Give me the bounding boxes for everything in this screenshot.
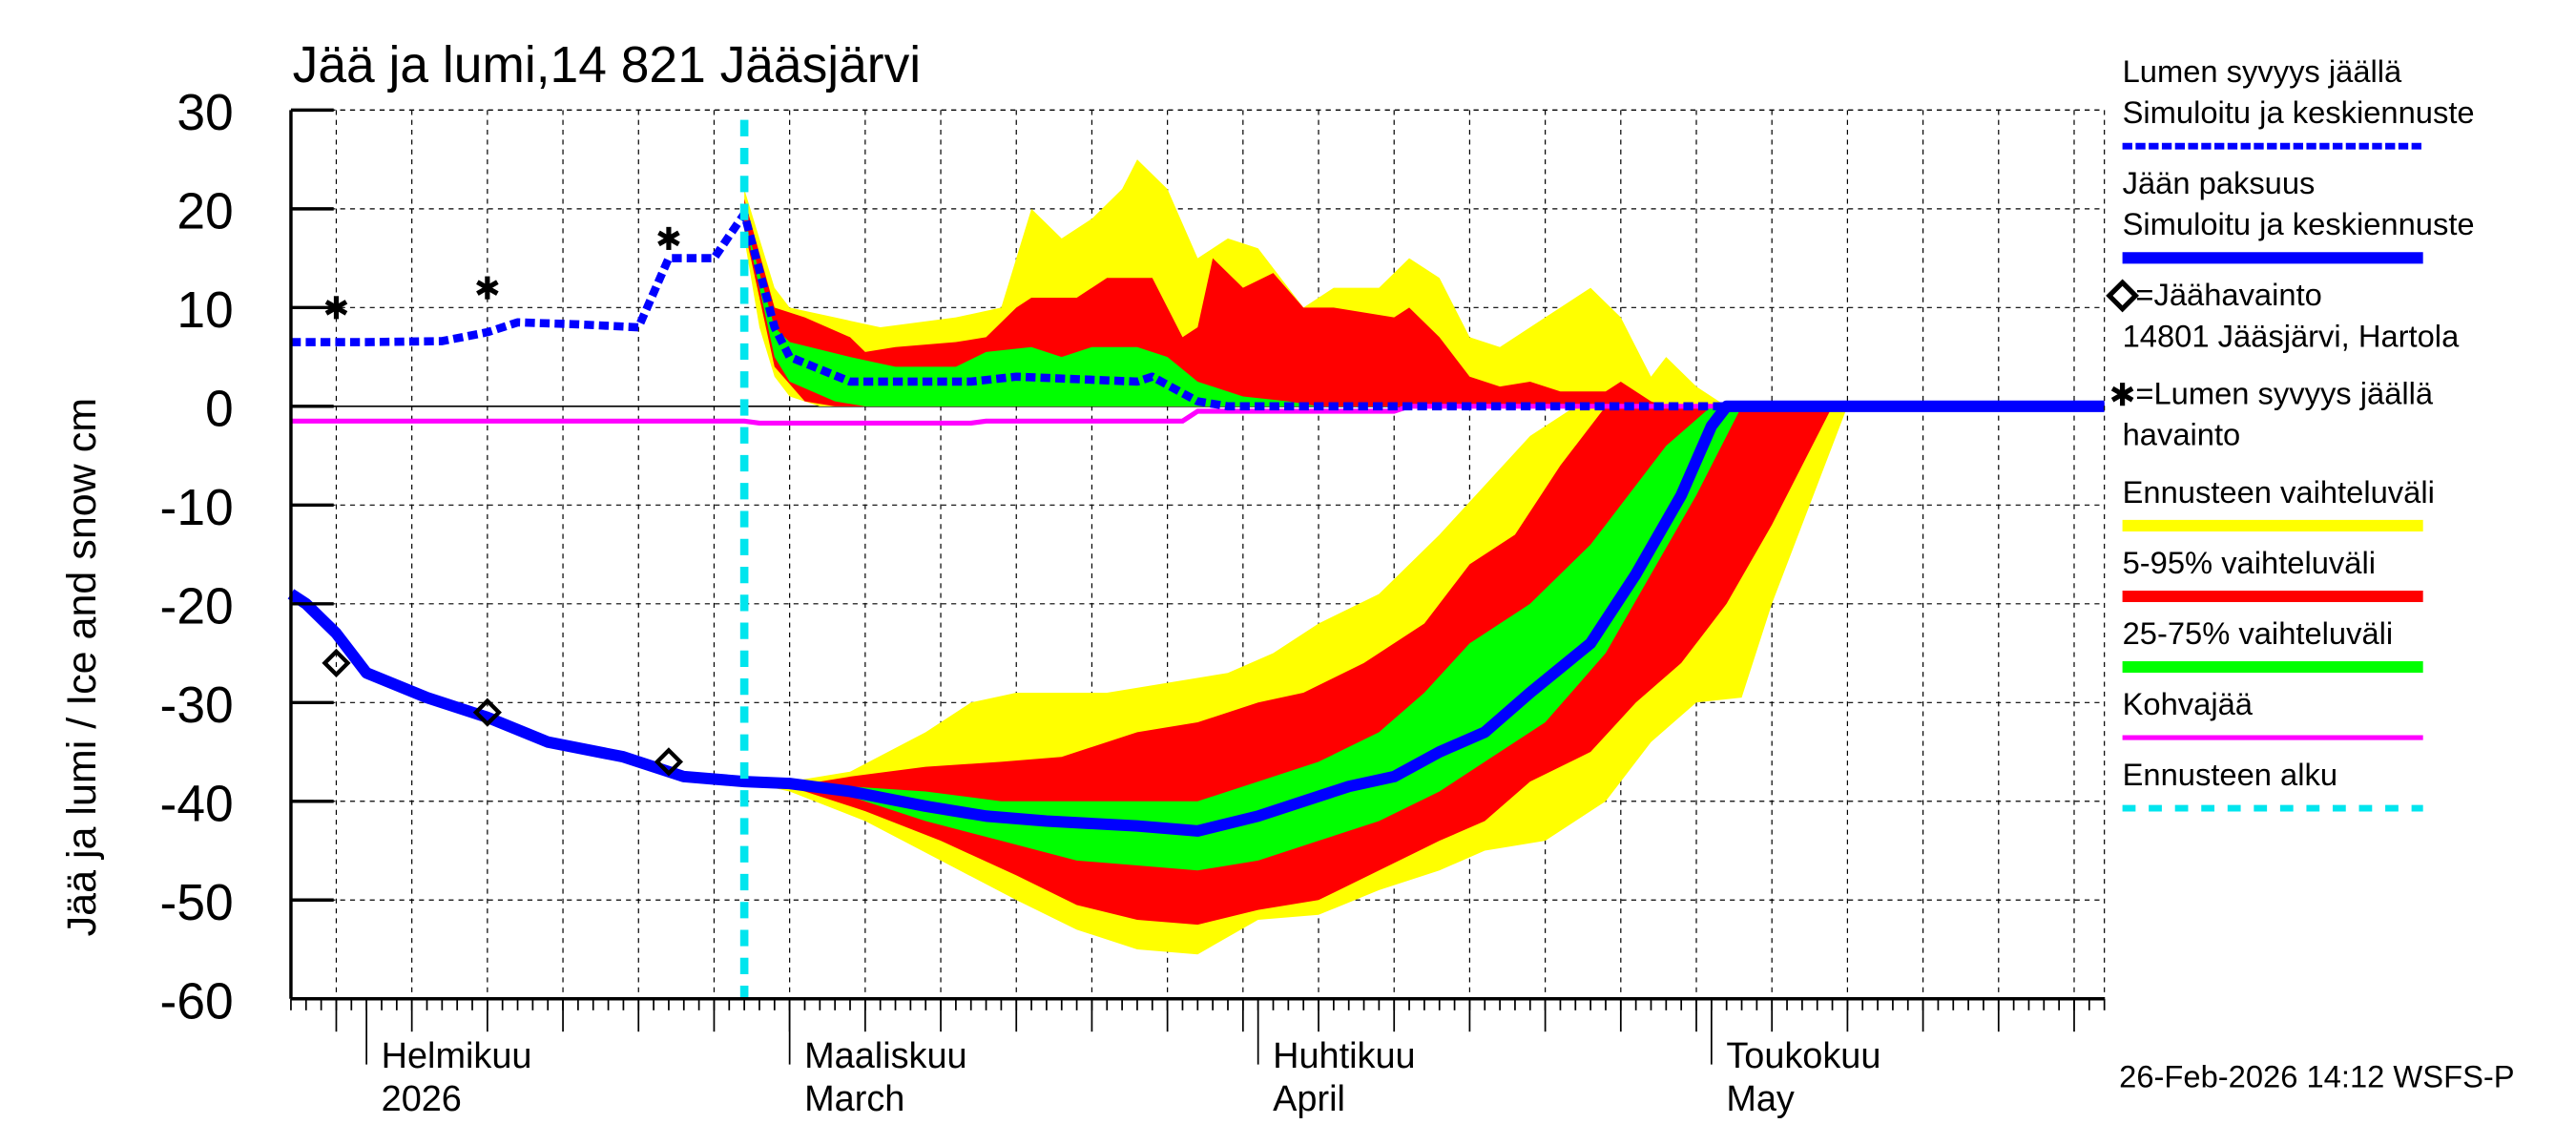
month-label-fi: Helmikuu [382,1036,532,1076]
month-label-en: 2026 [382,1079,462,1119]
month-label-en: May [1726,1079,1795,1119]
asterisk-stroke [324,300,348,316]
snow-observation-marker [476,276,499,300]
month-label-fi: Huhtikuu [1273,1036,1415,1076]
snow-depth-line [290,209,2105,411]
legend-label: Lumen syvyys jäällä [2123,53,2402,89]
month-label-en: April [1273,1079,1345,1119]
legend-label: =Jäähavainto [2135,277,2321,312]
legend-diamond-icon [2106,279,2140,313]
legend-label: 25-75% vaihteluväli [2123,615,2394,651]
footer-timestamp: 26-Feb-2026 14:12 WSFS-P [2119,1059,2514,1094]
legend-label: Jään paksuus [2123,165,2316,200]
month-label-en: March [804,1079,904,1119]
band-ice-ff0000 [744,406,1833,926]
month-label-fi: Toukokuu [1726,1036,1880,1076]
legend-label: 5-95% vaihteluväli [2123,545,2376,580]
legend-label: 14801 Jääsjärvi, Hartola [2123,318,2460,353]
legend-label: Ennusteen vaihteluväli [2123,474,2435,510]
band-snow-00ff00 [744,219,1319,406]
y-tick-label: 20 [177,184,233,240]
snow-observation-marker [324,296,348,320]
legend-label: Simuloitu ja keskiennuste [2123,206,2475,241]
band-ice-00ff00 [744,406,1742,871]
y-tick-label: 10 [177,282,233,339]
y-tick-label: -50 [160,875,234,931]
y-tick-label: -10 [160,480,234,536]
chart-title: Jää ja lumi,14 821 Jääsjärvi [293,37,921,94]
asterisk-stroke [657,230,680,247]
legend-label: Simuloitu ja keskiennuste [2123,94,2475,130]
snow-observation-marker [657,226,680,250]
legend-label: =Lumen syvyys jäällä [2135,376,2434,411]
ice-observation-marker [322,648,351,677]
y-tick-label: -30 [160,677,234,734]
ice-observation-marker [654,747,684,777]
y-tick-label: 0 [205,381,234,437]
y-tick-label: -40 [160,776,234,832]
y-tick-label: -60 [160,973,234,1030]
asterisk-stroke [2110,385,2134,403]
kohvajaa-line [290,404,2105,427]
legend-label: havainto [2123,417,2241,452]
y-axis-label: Jää ja lumi / Ice and snow cm [59,398,105,936]
band-snow-ff0000 [744,198,1667,406]
legend-label: Kohvajää [2123,686,2254,721]
month-label-fi: Maaliskuu [804,1036,966,1076]
y-tick-label: 30 [177,85,233,141]
asterisk-stroke [476,280,499,296]
ice-observation-marker [472,697,502,727]
legend-asterisk-icon [2110,383,2134,406]
y-tick-label: -20 [160,578,234,635]
legend-label: Ennusteen alku [2123,757,2337,792]
